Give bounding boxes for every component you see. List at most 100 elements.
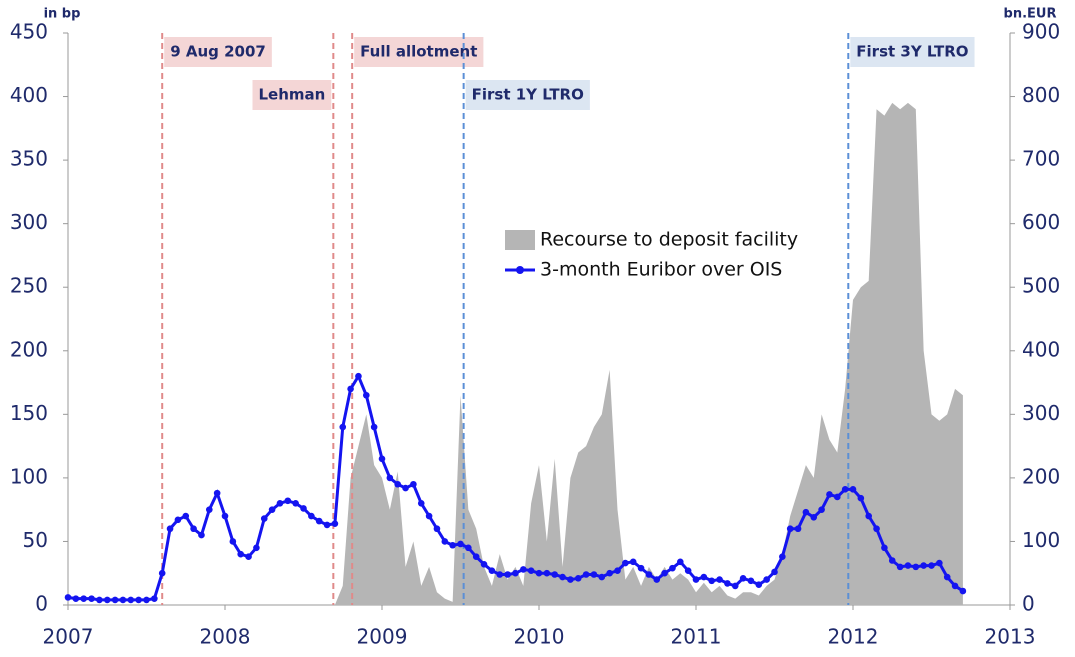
marker [724,580,731,587]
marker [245,553,252,560]
marker [308,512,315,520]
marker [520,566,527,573]
marker [496,571,504,578]
marker [465,544,472,552]
marker [72,595,80,602]
marker [441,538,449,545]
marker [80,595,87,602]
marker [457,540,464,548]
legend-label: 3-month Euribor over OIS [540,259,782,281]
marker [488,567,496,574]
marker [433,525,441,533]
marker [669,564,676,572]
y2-tick-label: 300 [1022,401,1060,425]
marker [237,550,244,558]
marker [292,500,299,507]
y-tick-label: 0 [35,592,48,616]
event-label-bg [465,80,590,110]
event-label: Full allotment [360,43,477,61]
marker [394,480,402,488]
event-label: 9 Aug 2007 [170,43,266,61]
marker [692,576,700,583]
event-label-bg [850,37,975,67]
marker [763,576,770,583]
marker [363,391,370,399]
marker [512,569,519,577]
marker [221,512,229,520]
marker [936,559,943,567]
marker [64,594,72,601]
x-tick-label: 2008 [200,625,251,649]
marker [826,491,833,498]
x-tick-label: 2007 [43,625,94,649]
marker [402,484,409,492]
y-axis-unit: in bp [44,7,81,22]
area [68,102,963,606]
marker [535,569,543,577]
marker [810,513,818,521]
y2-tick-label: 600 [1022,210,1060,234]
y2-axis-unit: bn.EUR [1004,7,1057,22]
marker [747,577,755,585]
marker [928,562,935,569]
marker [873,525,880,533]
marker [111,596,119,604]
marker [151,595,158,602]
legend-swatch [505,230,535,250]
marker [920,562,927,569]
marker [276,500,284,507]
marker [865,512,872,520]
marker [88,595,95,602]
event-label-bg [354,37,484,67]
marker [127,596,135,604]
marker [347,385,354,393]
marker [425,512,433,520]
marker [300,505,307,512]
y-tick-label: 400 [10,83,48,107]
marker [614,567,621,574]
marker [912,563,920,571]
marker [472,553,480,560]
marker [96,596,103,604]
marker [559,573,566,581]
event-label: First 1Y LTRO [472,86,584,104]
marker [959,587,967,595]
marker [119,596,127,604]
marker [645,571,653,578]
marker [143,596,150,604]
marker [260,515,268,522]
marker [771,568,778,576]
y2-tick-label: 500 [1022,274,1060,298]
marker [739,575,747,582]
y2-tick-label: 100 [1022,528,1060,552]
marker [213,489,221,497]
marker [527,567,535,574]
x-tick-label: 2011 [671,625,722,649]
marker [504,571,511,578]
marker [135,596,142,604]
marker [661,569,668,577]
marker [888,557,896,564]
marker [410,480,417,488]
marker [700,573,708,581]
marker [103,596,111,604]
marker [198,531,205,539]
y-tick-label: 350 [10,147,48,171]
marker [755,581,763,588]
marker [708,577,715,585]
marker [951,582,959,590]
marker [731,582,739,590]
marker [206,506,213,513]
y-tick-label: 450 [10,20,48,44]
marker [253,544,260,552]
y-tick-label: 200 [10,337,48,361]
marker [378,455,386,463]
marker [174,516,182,524]
marker [881,544,888,552]
y-tick-label: 150 [10,401,48,425]
x-tick-label: 2013 [985,625,1036,649]
y-tick-label: 100 [10,464,48,488]
marker [904,562,912,569]
marker [943,573,951,581]
